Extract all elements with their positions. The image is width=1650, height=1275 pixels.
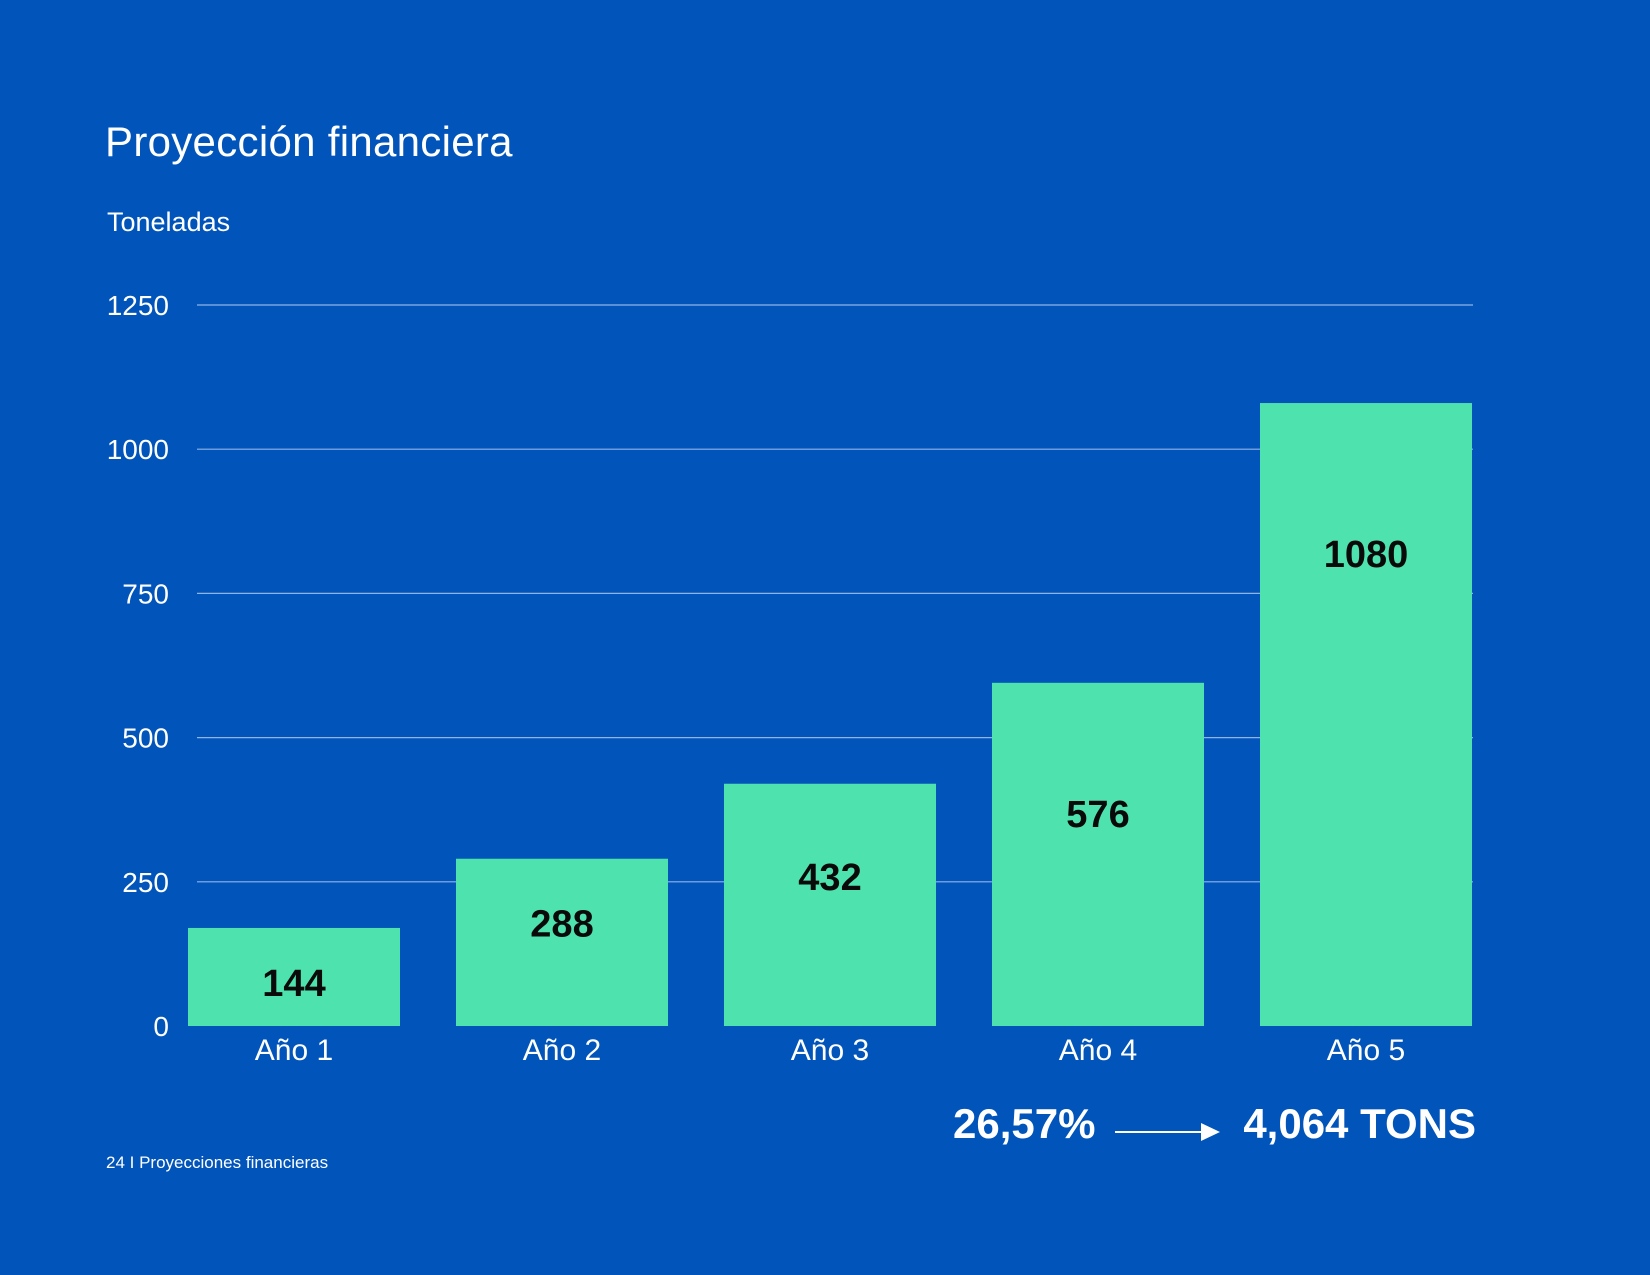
x-tick-label-4: Año 4 <box>1059 1034 1137 1067</box>
bar-2 <box>456 858 668 1026</box>
bar-4 <box>992 682 1204 1026</box>
total-tons: 4,064 TONS <box>1243 1100 1476 1147</box>
x-tick-label-5: Año 5 <box>1327 1034 1405 1067</box>
y-tick-label-500: 500 <box>122 723 169 754</box>
summary-stats: 26,57% 4,064 TONS <box>950 1100 1478 1164</box>
bar-1 <box>188 927 400 1026</box>
bar-value-label-3: 432 <box>798 857 861 899</box>
bar-5 <box>1260 403 1472 1026</box>
y-tick-labels: 0 250 500 750 1000 1250 <box>107 290 169 1042</box>
bar-3 <box>724 783 936 1026</box>
bar-value-label-2: 288 <box>530 903 593 945</box>
y-tick-label-1250: 1250 <box>107 290 169 321</box>
y-tick-label-0: 0 <box>153 1011 169 1042</box>
bar-chart: 0 250 500 750 1000 1250 144 288 432 576 1080 Año … <box>107 290 1473 1067</box>
x-tick-label-3: Año 3 <box>791 1034 869 1067</box>
arrow-right-icon <box>1115 1123 1220 1141</box>
bar-value-label-1: 144 <box>262 963 325 1005</box>
bar-value-label-5: 1080 <box>1324 534 1409 576</box>
bars <box>188 403 1472 1026</box>
x-tick-label-1: Año 1 <box>255 1034 333 1067</box>
page-title: Proyección financiera <box>105 118 513 165</box>
bar-value-label-4: 576 <box>1066 794 1129 836</box>
x-tick-labels: Año 1 Año 2 Año 3 Año 4 Año 5 <box>255 1034 1405 1067</box>
bar-value-labels: 144 288 432 576 1080 <box>262 534 1408 1005</box>
y-tick-label-1000: 1000 <box>107 434 169 465</box>
page-footer: 24 I Proyecciones financieras <box>106 1153 329 1172</box>
x-tick-label-2: Año 2 <box>523 1034 601 1067</box>
y-axis-label: Toneladas <box>107 207 231 237</box>
y-tick-label-750: 750 <box>122 578 169 609</box>
growth-rate: 26,57% <box>953 1100 1096 1147</box>
y-tick-label-250: 250 <box>122 867 169 898</box>
